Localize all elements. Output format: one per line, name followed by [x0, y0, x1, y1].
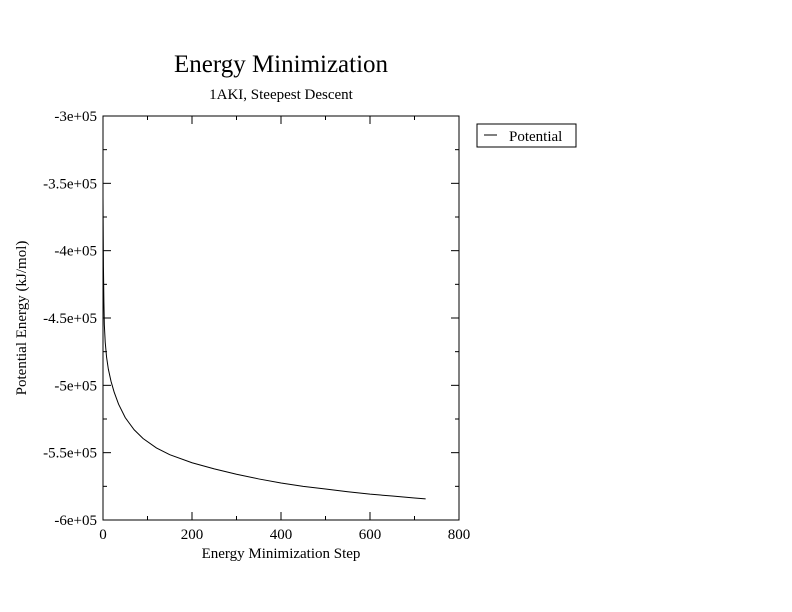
legend-label-potential: Potential [509, 129, 562, 145]
x-tick-label: 400 [270, 527, 293, 543]
y-axis-label: Potential Energy (kJ/mol) [14, 241, 30, 396]
y-tick-label: -4e+05 [54, 244, 97, 260]
series-line-potential [102, 196, 426, 500]
y-tick-label: -5e+05 [54, 378, 97, 394]
legend-box [476, 123, 577, 148]
chart-subtitle: 1AKI, Steepest Descent [209, 87, 354, 103]
tick-labels: 0 200 400 600 800 -3e+05 -3.5e+05 -4e+05 -4.5e+0… [43, 109, 470, 543]
plot-frame [102, 115, 460, 521]
x-axis-label: Energy Minimization Step [202, 546, 361, 562]
x-tick-label: 600 [359, 527, 382, 543]
y-tick-label: -4.5e+05 [43, 311, 97, 327]
x-tick-label: 0 [99, 527, 107, 543]
y-tick-label: -3e+05 [54, 109, 97, 125]
axis-ticks [102, 115, 460, 521]
y-tick-label: -3.5e+05 [43, 176, 97, 192]
y-tick-label: -6e+05 [54, 513, 97, 529]
x-tick-label: 200 [181, 527, 204, 543]
chart-title: Energy Minimization [174, 51, 389, 78]
y-tick-label: -5.5e+05 [43, 446, 97, 462]
x-tick-label: 800 [448, 527, 471, 543]
legend: Potential [476, 123, 577, 148]
